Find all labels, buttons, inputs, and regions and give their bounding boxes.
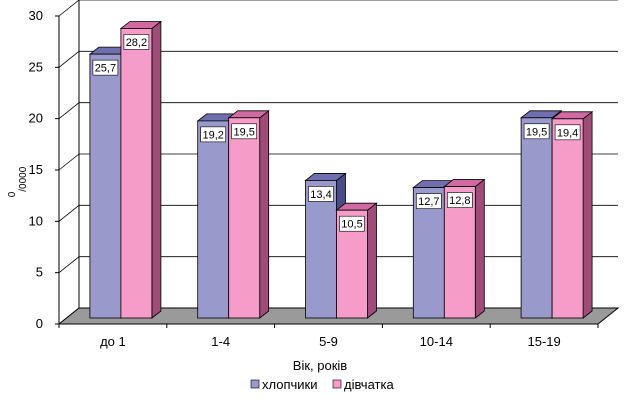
x-tick-label: 5-9 bbox=[319, 334, 338, 349]
side-wall-gridline bbox=[58, 205, 80, 222]
data-label-1-2: 10,5 bbox=[341, 219, 362, 231]
y-tick-label: 15 bbox=[29, 162, 43, 177]
y-tick-label: 25 bbox=[29, 59, 43, 74]
x-axis-title: Вік, років bbox=[293, 358, 348, 373]
bar-1-0 bbox=[120, 28, 153, 319]
bar-1-3 bbox=[443, 186, 476, 319]
legend-swatch-girls bbox=[332, 379, 342, 389]
x-tick-label: 10-14 bbox=[420, 334, 453, 349]
data-label-1-3: 12,8 bbox=[449, 195, 470, 207]
y-axis-title-base: 0 bbox=[7, 191, 18, 197]
side-wall-gridline bbox=[58, 0, 80, 17]
bar-0-2 bbox=[305, 180, 337, 319]
y-axis-title-sub: /0000 bbox=[18, 166, 29, 191]
data-label-box-1-1 bbox=[231, 123, 257, 140]
legend: хлопчики дівчатка bbox=[250, 377, 394, 392]
bar-side-1-0 bbox=[151, 20, 162, 319]
data-label-0-1: 19,2 bbox=[202, 129, 223, 141]
x-tick-label: до 1 bbox=[100, 334, 126, 349]
bar-side-1-1 bbox=[259, 109, 270, 319]
y-tick-label: 20 bbox=[29, 111, 43, 126]
bar-0-1 bbox=[197, 120, 230, 319]
data-label-1-0: 28,2 bbox=[126, 37, 147, 49]
bar-0-3 bbox=[412, 187, 445, 319]
bar-0-4 bbox=[520, 117, 553, 319]
legend-swatch-boys bbox=[250, 379, 260, 389]
bar-1-1 bbox=[228, 117, 261, 319]
data-label-1-4: 19,4 bbox=[557, 127, 578, 139]
data-label-0-2: 13,4 bbox=[310, 189, 331, 201]
side-wall-gridline bbox=[58, 153, 80, 171]
legend-label-girls: дівчатка bbox=[344, 377, 394, 392]
data-label-box-1-2 bbox=[339, 215, 365, 232]
y-tick-label: 10 bbox=[29, 213, 43, 228]
x-tick-label: 1-4 bbox=[211, 334, 230, 349]
data-label-box-0-1 bbox=[200, 126, 226, 143]
data-label-box-0-3 bbox=[415, 193, 442, 209]
chart-bars-layer: 25,7 28,2 19,2 19,5 13,4 10,5 12,7 12,8 19,5 19,4 bbox=[88, 20, 594, 319]
data-label-1-1: 19,5 bbox=[233, 126, 254, 138]
bar-1-4 bbox=[551, 118, 584, 319]
data-label-box-1-0 bbox=[123, 34, 150, 50]
y-tick-label: 5 bbox=[36, 265, 43, 280]
side-wall-gridline bbox=[58, 51, 80, 68]
data-label-box-1-3 bbox=[446, 192, 473, 208]
y-tick-label: 0 bbox=[36, 316, 43, 331]
legend-label-boys: хлопчики bbox=[262, 377, 318, 392]
data-label-0-3: 12,7 bbox=[418, 196, 439, 208]
side-wall-gridline bbox=[58, 102, 80, 119]
chart-front-layer: до 1 1-4 5-9 10-14 15-19 bbox=[58, 324, 599, 349]
y-tick-label: 30 bbox=[29, 8, 43, 23]
y-axis-title: 0/0000 bbox=[7, 166, 29, 197]
x-tick-label: 15-19 bbox=[527, 334, 560, 349]
data-label-box-1-4 bbox=[554, 124, 581, 141]
svg-text:0/0000: 0/0000 bbox=[7, 166, 29, 197]
data-label-box-0-2 bbox=[308, 186, 334, 202]
bar-side-1-2 bbox=[367, 202, 377, 319]
data-label-0-4: 19,5 bbox=[526, 126, 547, 138]
data-label-0-0: 25,7 bbox=[95, 63, 116, 75]
data-label-box-0-0 bbox=[92, 59, 119, 76]
side-wall-gridline bbox=[58, 256, 80, 273]
bar-side-1-3 bbox=[474, 178, 485, 319]
bar-0-0 bbox=[89, 53, 122, 319]
data-label-box-0-4 bbox=[523, 123, 550, 140]
bar-side-1-4 bbox=[582, 111, 593, 319]
